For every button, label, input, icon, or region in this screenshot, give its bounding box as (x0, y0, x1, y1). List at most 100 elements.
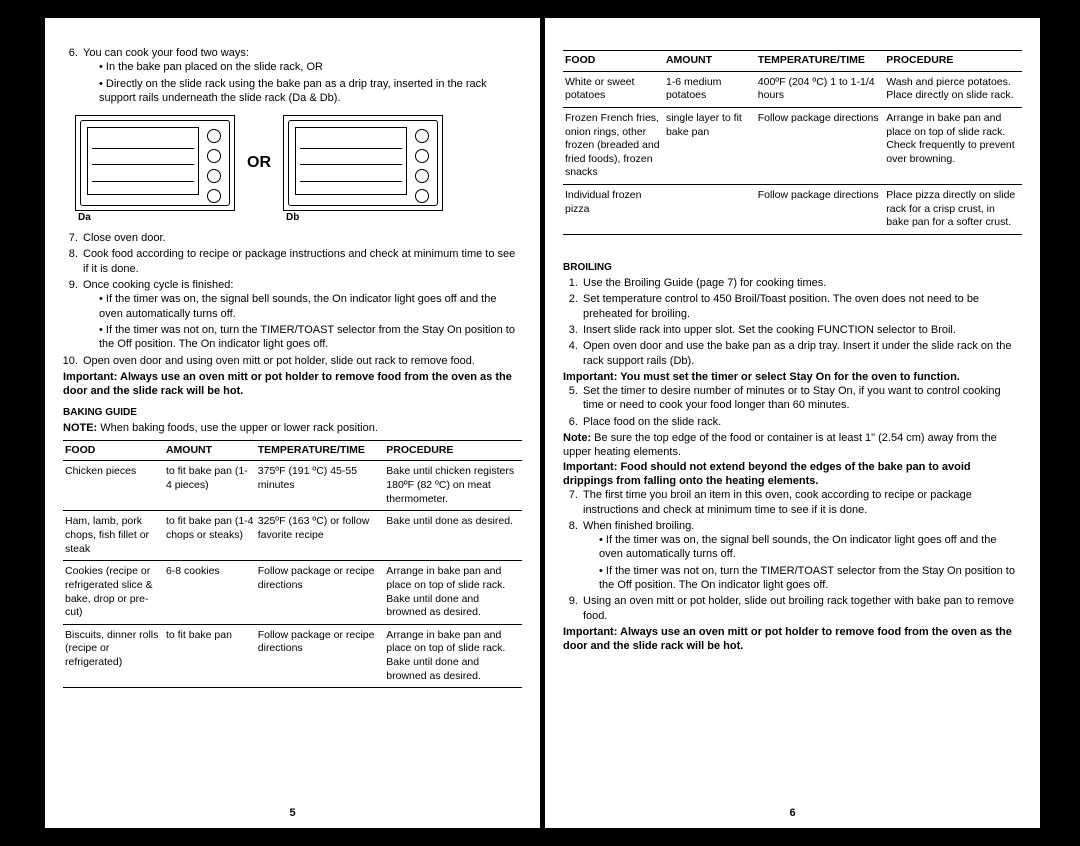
step-7: Close oven door. (81, 231, 522, 245)
oven-diagram-icon (288, 120, 438, 206)
instructions-list-left: You can cook your food two ways: In the … (63, 46, 522, 105)
cell-tt: 400ºF (204 ºC) 1 to 1-1/4 hours (756, 71, 885, 107)
broiling-list-cont2: The first time you broil an item in this… (563, 488, 1022, 623)
cell-tt: 325ºF (163 ºC) or follow favorite recipe (256, 511, 385, 561)
page-number-6: 6 (545, 806, 1040, 820)
cell-amount: single layer to fit bake pan (664, 107, 756, 184)
note-label: NOTE: (63, 422, 97, 434)
step-9-bullets: If the timer was on, the signal bell sou… (83, 292, 522, 351)
cell-proc: Arrange in bake pan and place on top of … (384, 624, 522, 688)
broil-step-6: Place food on the slide rack. (581, 415, 1022, 429)
table-row: Individual frozen pizza Follow package di… (563, 185, 1022, 235)
cell-amount (664, 185, 756, 235)
cell-proc: Arrange in bake pan and place on top of … (884, 107, 1022, 184)
figure-label-da: Da (78, 211, 91, 224)
cell-tt: Follow package or recipe directions (256, 624, 385, 688)
step-10: Open oven door and using oven mitt or po… (81, 354, 522, 368)
note-text: Be sure the top edge of the food or cont… (563, 432, 997, 458)
cell-food: Ham, lamb, pork chops, fish fillet or st… (63, 511, 164, 561)
broil-step-1: Use the Broiling Guide (page 7) for cook… (581, 276, 1022, 290)
important-drippings: Important: Food should not extend beyond… (563, 460, 1022, 489)
cell-amount: to fit bake pan (164, 624, 256, 688)
cell-food: Frozen French fries, onion rings, other … (563, 107, 664, 184)
important-timer: Important: You must set the timer or sel… (563, 370, 1022, 384)
cell-food: Cookies (recipe or refrigerated slice & … (63, 561, 164, 625)
page-divider (540, 40, 541, 810)
th-food: FOOD (63, 440, 164, 461)
cell-proc: Bake until done as desired. (384, 511, 522, 561)
cell-tt: 375ºF (191 ºC) 45-55 minutes (256, 461, 385, 511)
baking-guide-table: FOOD AMOUNT TEMPERATURE/TIME PROCEDURE C… (63, 440, 522, 689)
step-9-text: Once cooking cycle is finished: (83, 279, 233, 291)
important-hot: Important: Always use an oven mitt or po… (563, 625, 1022, 654)
broil-step-8-bullets: If the timer was on, the signal bell sou… (583, 533, 1022, 592)
th-temp-time: TEMPERATURE/TIME (256, 440, 385, 461)
important-note-left: Important: Always use an oven mitt or po… (63, 370, 522, 399)
broiling-note: Note: Be sure the top edge of the food o… (563, 431, 1022, 460)
th-procedure: PROCEDURE (884, 51, 1022, 72)
page-6: FOOD AMOUNT TEMPERATURE/TIME PROCEDURE W… (545, 18, 1040, 828)
step-6-text: You can cook your food two ways: (83, 47, 249, 59)
figure-da: Da (75, 115, 235, 211)
or-label: OR (247, 153, 271, 174)
baking-note: NOTE: When baking foods, use the upper o… (63, 421, 522, 435)
table-row: Ham, lamb, pork chops, fish fillet or st… (63, 511, 522, 561)
page-5: You can cook your food two ways: In the … (45, 18, 540, 828)
figure-db: Db (283, 115, 443, 211)
table-row: Frozen French fries, onion rings, other … (563, 107, 1022, 184)
cell-proc: Arrange in bake pan and place on top of … (384, 561, 522, 625)
cell-amount: to fit bake pan (1- 4 pieces) (164, 461, 256, 511)
cell-tt: Follow package or recipe directions (256, 561, 385, 625)
step-8: Cook food according to recipe or package… (81, 247, 522, 276)
bullet: Directly on the slide rack using the bak… (97, 77, 522, 106)
table-row: White or sweet potatoes1-6 medium potato… (563, 71, 1022, 107)
th-amount: AMOUNT (164, 440, 256, 461)
page-number-5: 5 (45, 806, 540, 820)
baking-guide-table-cont: FOOD AMOUNT TEMPERATURE/TIME PROCEDURE W… (563, 50, 1022, 235)
note-label: Note: (563, 432, 591, 444)
th-temp-time: TEMPERATURE/TIME (756, 51, 885, 72)
table-row: Chicken piecesto fit bake pan (1- 4 piec… (63, 461, 522, 511)
figure-row: Da OR Db (75, 115, 522, 211)
th-amount: AMOUNT (664, 51, 756, 72)
note-text: When baking foods, use the upper or lowe… (97, 422, 378, 434)
cell-proc: Place pizza directly on slide rack for a… (884, 185, 1022, 235)
broil-step-8: When finished broiling. If the timer was… (581, 519, 1022, 592)
instructions-list-left-cont: Close oven door. Cook food according to … (63, 231, 522, 368)
broil-step-5: Set the timer to desire number of minute… (581, 384, 1022, 413)
broil-step-3: Insert slide rack into upper slot. Set t… (581, 323, 1022, 337)
cell-amount: to fit bake pan (1-4 chops or steaks) (164, 511, 256, 561)
th-food: FOOD (563, 51, 664, 72)
broil-step-2: Set temperature control to 450 Broil/Toa… (581, 292, 1022, 321)
broil-step-7: The first time you broil an item in this… (581, 488, 1022, 517)
bullet: If the timer was on, the signal bell sou… (97, 292, 522, 321)
bullet: If the timer was not on, turn the TIMER/… (97, 323, 522, 352)
cell-proc: Wash and pierce potatoes. Place directly… (884, 71, 1022, 107)
broiling-heading: BROILING (563, 261, 1022, 274)
figure-label-db: Db (286, 211, 299, 224)
cell-amount: 6-8 cookies (164, 561, 256, 625)
cell-food: Chicken pieces (63, 461, 164, 511)
cell-proc: Bake until chicken registers 180ºF (82 º… (384, 461, 522, 511)
oven-diagram-icon (80, 120, 230, 206)
broil-step-9: Using an oven mitt or pot holder, slide … (581, 594, 1022, 623)
table-row: Biscuits, dinner rolls (recipe or refrig… (63, 624, 522, 688)
cell-tt: Follow package directions (756, 107, 885, 184)
cell-amount: 1-6 medium potatoes (664, 71, 756, 107)
step-9: Once cooking cycle is finished: If the t… (81, 278, 522, 351)
baking-guide-heading: BAKING GUIDE (63, 406, 522, 419)
bullet: If the timer was not on, turn the TIMER/… (597, 564, 1022, 593)
broiling-list: Use the Broiling Guide (page 7) for cook… (563, 276, 1022, 368)
bullet: If the timer was on, the signal bell sou… (597, 533, 1022, 562)
broil-step-4: Open oven door and use the bake pan as a… (581, 339, 1022, 368)
cell-food: Biscuits, dinner rolls (recipe or refrig… (63, 624, 164, 688)
step-6: You can cook your food two ways: In the … (81, 46, 522, 105)
cell-tt: Follow package directions (756, 185, 885, 235)
cell-food: Individual frozen pizza (563, 185, 664, 235)
bullet: In the bake pan placed on the slide rack… (97, 60, 522, 74)
th-procedure: PROCEDURE (384, 440, 522, 461)
cell-food: White or sweet potatoes (563, 71, 664, 107)
table-row: Cookies (recipe or refrigerated slice & … (63, 561, 522, 625)
broil-step-8-text: When finished broiling. (583, 520, 694, 532)
broiling-list-cont: Set the timer to desire number of minute… (563, 384, 1022, 429)
